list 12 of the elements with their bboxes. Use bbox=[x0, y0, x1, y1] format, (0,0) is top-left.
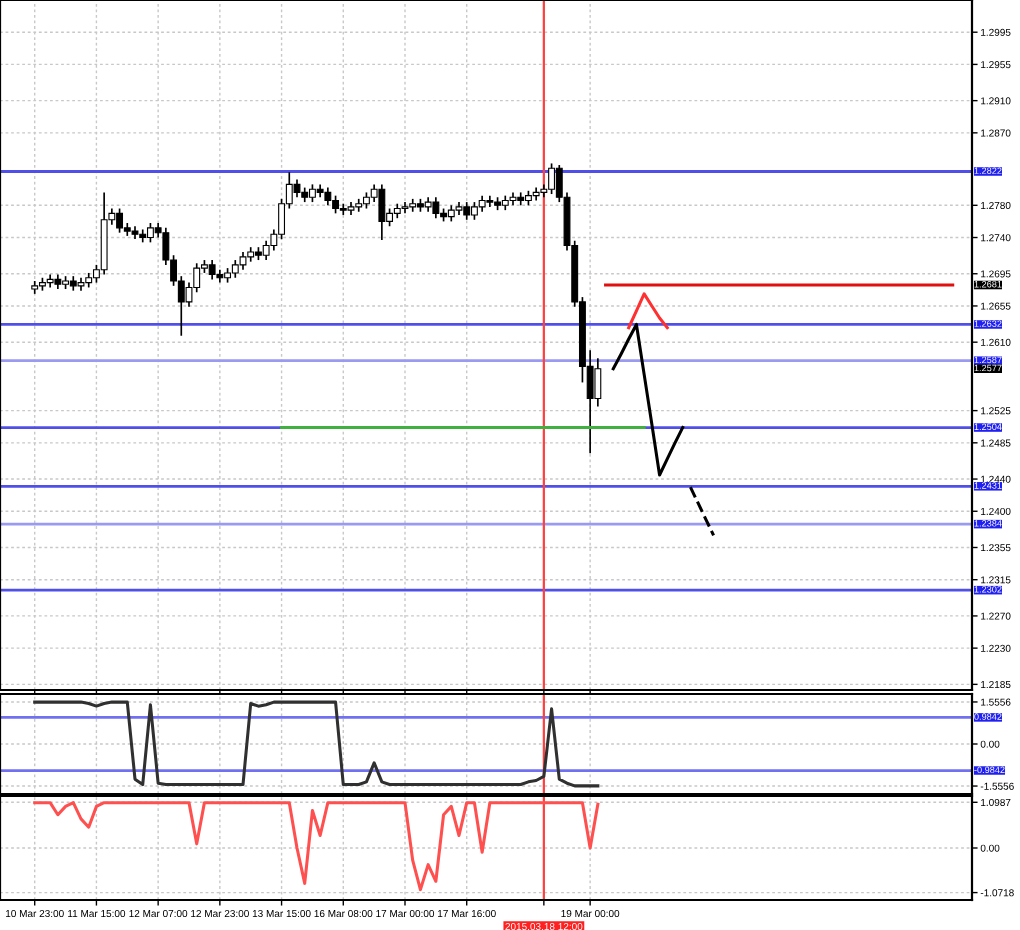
line-series bbox=[33, 700, 600, 788]
candlestick bbox=[146, 222, 154, 244]
candlestick bbox=[208, 259, 216, 281]
candlestick bbox=[116, 207, 124, 234]
line-series bbox=[611, 322, 685, 477]
candlestick bbox=[548, 162, 556, 195]
candlestick bbox=[432, 196, 440, 220]
candlestick bbox=[378, 183, 386, 241]
line-series bbox=[688, 485, 716, 537]
line-series bbox=[33, 801, 600, 892]
candlestick bbox=[594, 357, 602, 408]
line-series bbox=[627, 292, 669, 330]
